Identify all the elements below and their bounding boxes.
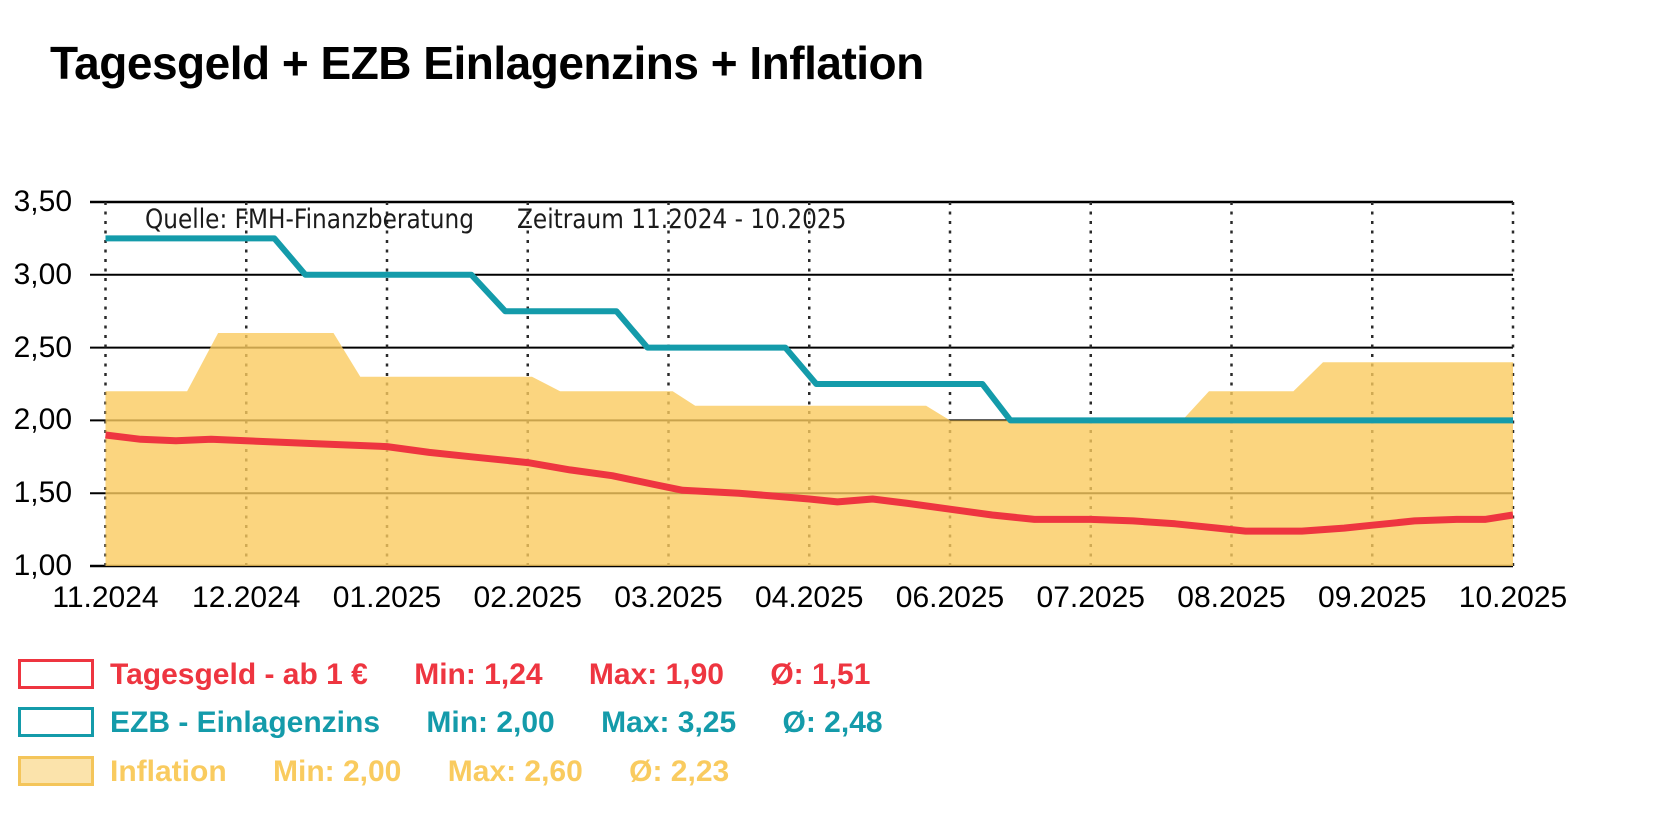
legend-text: Tagesgeld - ab 1 € Min: 1,24 Max: 1,90 Ø… [110,659,870,690]
chart-plot [90,200,1515,568]
y-axis-label: 3,50 [13,185,72,218]
series-avg: Ø: 2,23 [629,755,730,788]
y-axis-label: 1,00 [13,549,72,582]
x-axis-label: 01.2025 [332,581,442,614]
inflation-area [105,333,1513,566]
tagesgeld-swatch [18,659,94,689]
x-axis-label: 08.2025 [1177,581,1286,614]
x-axis-label: 09.2025 [1318,581,1427,614]
ezb-swatch [18,707,94,737]
y-axis-label: 3,00 [13,257,72,291]
series-max: Max: 3,25 [601,706,737,739]
x-axis-label: 04.2025 [755,581,864,614]
y-axis-label: 2,00 [13,403,72,437]
x-axis-label: 02.2025 [473,581,582,614]
y-axis-label: 2,50 [13,330,72,364]
legend-text: EZB - Einlagenzins Min: 2,00 Max: 3,25 Ø… [110,707,883,738]
page-title: Tagesgeld + EZB Einlagenzins + Inflation [50,37,924,89]
series-max: Max: 2,60 [447,755,583,788]
tagesgeld-line [105,431,1514,535]
x-axis-label: 06.2025 [895,581,1005,614]
inflation-swatch [18,756,94,786]
y-axis-label: 1,50 [13,476,72,510]
x-axis-label: 03.2025 [614,581,723,614]
series-avg: Ø: 1,51 [770,658,871,691]
period-annotation: Zeitraum 11.2024 - 10.2025 [517,204,847,235]
series-max: Max: 1,90 [588,658,724,691]
series-label: Inflation [110,755,227,788]
x-axis-label: 10.2025 [1458,581,1568,614]
series-min: Min: 2,00 [426,706,555,739]
x-axis-label: 11.2024 [52,581,159,614]
x-axis-label: 12.2024 [192,581,301,614]
series-min: Min: 2,00 [273,755,402,788]
ezb-line [105,235,1513,424]
series-label: Tagesgeld - ab 1 € [110,658,368,691]
series-label: EZB - Einlagenzins [110,706,381,739]
source-annotation: Quelle: FMH-Finanzberatung [145,204,474,235]
x-axis-label: 07.2025 [1036,581,1145,614]
series-avg: Ø: 2,48 [782,706,883,739]
series-min: Min: 1,24 [414,658,543,691]
legend-text: Inflation Min: 2,00 Max: 2,60 Ø: 2,23 [110,756,729,787]
